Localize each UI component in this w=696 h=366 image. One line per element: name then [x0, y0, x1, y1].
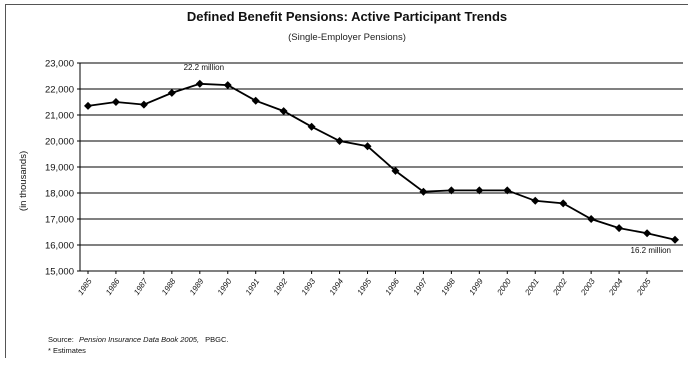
series-line	[87, 82, 676, 241]
data-point-marker	[195, 79, 204, 88]
y-tick-label: 19,000	[45, 163, 74, 174]
data-point-marker	[503, 186, 512, 195]
y-tick-label: 18,000	[45, 189, 74, 200]
data-point-marker	[167, 88, 176, 97]
data-point-marker	[559, 199, 568, 208]
y-tick-label: 17,000	[45, 215, 74, 226]
source-title: Pension Insurance Data Book 2005,	[79, 335, 199, 344]
chart-title: Defined Benefit Pensions: Active Partici…	[187, 9, 507, 24]
data-point-marker	[615, 224, 624, 233]
data-point-marker	[223, 81, 232, 90]
data-point-marker	[671, 235, 679, 244]
data-point-marker	[335, 137, 344, 145]
data-point-marker	[363, 142, 372, 151]
y-axis-ticks: 15,000 16,000 17,000 18,000 19,000 20,000 21,0…	[45, 59, 80, 278]
y-tick-label: 20,000	[45, 137, 74, 148]
data-point-marker	[643, 229, 652, 238]
y-tick-label: 15,000	[45, 267, 74, 278]
y-tick-label: 23,000	[45, 59, 74, 70]
data-point-marker	[587, 215, 596, 223]
source-label: Source:	[48, 335, 74, 344]
y-tick-label: 21,000	[45, 111, 74, 122]
annotation-label: 16.2 million	[631, 246, 671, 255]
y-axis-label: (in thousands)	[18, 151, 29, 211]
data-point-marker	[279, 107, 288, 116]
annotations: 22.2 million 16.2 million	[184, 63, 671, 255]
chart-subtitle: (Single-Employer Pensions)	[288, 32, 406, 43]
y-tick-label: 16,000	[45, 241, 74, 252]
source-org: PBGC.	[205, 335, 228, 344]
data-point-marker	[307, 122, 316, 131]
data-point-marker	[447, 186, 456, 195]
line-chart: Defined Benefit Pensions: Active Partici…	[6, 5, 689, 359]
data-point-marker	[475, 186, 484, 195]
annotation-label: 22.2 million	[184, 63, 224, 72]
chart-background	[6, 5, 689, 359]
source-note: Source: Pension Insurance Data Book 2005…	[48, 335, 228, 344]
series-polyline	[87, 82, 676, 241]
data-point-marker	[531, 196, 540, 205]
gridlines	[80, 62, 683, 272]
data-points	[84, 79, 679, 244]
chart-frame: Defined Benefit Pensions: Active Partici…	[5, 4, 689, 359]
footnote: * Estimates	[48, 346, 86, 355]
data-point-marker	[139, 100, 148, 109]
y-tick-label: 22,000	[45, 85, 74, 96]
data-point-marker	[419, 187, 428, 196]
data-point-marker	[251, 96, 260, 105]
data-point-marker	[111, 98, 120, 106]
data-point-marker	[84, 101, 92, 110]
axes	[79, 63, 683, 272]
data-point-marker	[391, 166, 400, 175]
